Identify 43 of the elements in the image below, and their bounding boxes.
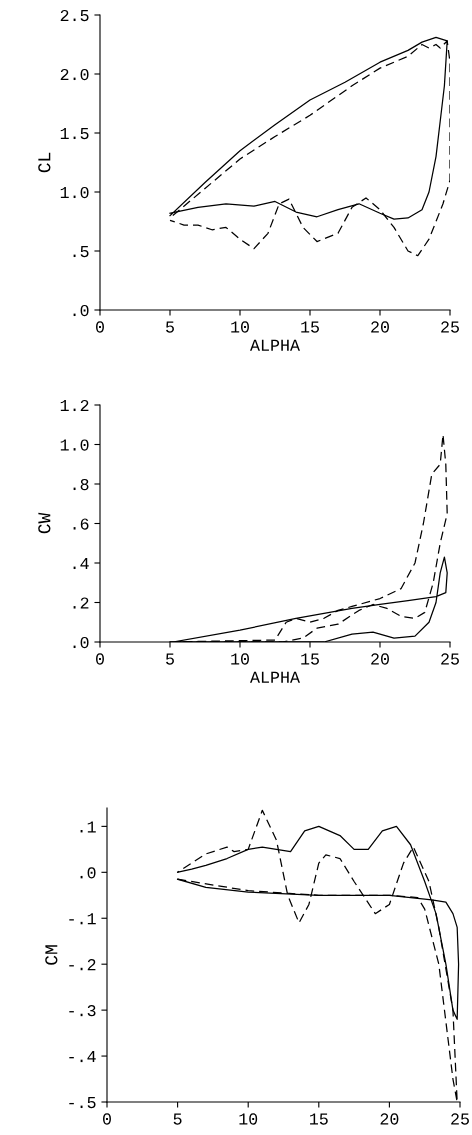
x-tick-label: 0 — [96, 653, 104, 665]
y-tick-label: -.2 — [69, 959, 96, 971]
y-tick-label: .1 — [80, 821, 96, 833]
y-tick-label: 1.0 — [60, 186, 89, 199]
x-tick-label: 15 — [301, 653, 319, 665]
x-tick-label: 25 — [441, 321, 459, 333]
x-tick-label: 15 — [301, 321, 319, 333]
x-tick-label: 25 — [441, 653, 459, 665]
x-tick-label: 20 — [380, 1113, 399, 1125]
y-tick-label: .0 — [73, 304, 89, 317]
y-tick-label: -.5 — [69, 1097, 96, 1109]
y-axis-title: CW — [38, 512, 51, 534]
x-axis-title: ALPHA — [249, 671, 300, 683]
y-tick-label: .0 — [80, 867, 96, 879]
y-axis-title: CL — [38, 152, 51, 173]
x-tick-label: 5 — [166, 321, 174, 333]
y-tick-label: -.4 — [69, 1051, 96, 1063]
x-tick-label: 20 — [371, 321, 389, 333]
x-tick-label: 5 — [173, 1113, 182, 1125]
x-tick-label: 10 — [231, 653, 249, 665]
x-tick-label: 10 — [239, 1113, 258, 1125]
y-tick-label: .6 — [73, 518, 89, 530]
x-tick-label: 20 — [371, 653, 389, 665]
y-tick-label: -.3 — [69, 1005, 96, 1017]
y-tick-label: 1.0 — [60, 439, 89, 451]
y-tick-label: .8 — [73, 478, 89, 491]
x-axis-title: ALPHA — [249, 339, 300, 351]
x-tick-label: 5 — [166, 653, 174, 665]
y-tick-label: 2.5 — [60, 9, 89, 22]
y-axis-title: CM — [45, 945, 58, 965]
y-tick-label: 2.0 — [60, 68, 89, 81]
x-tick-label: 0 — [96, 321, 104, 333]
y-tick-label: .0 — [73, 636, 89, 649]
y-tick-label: .5 — [73, 246, 89, 258]
x-tick-label: 15 — [310, 1113, 328, 1125]
y-tick-label: 1.2 — [60, 399, 89, 412]
y-tick-label: -.1 — [69, 913, 96, 925]
y-tick-label: .2 — [73, 597, 89, 609]
x-tick-label: 25 — [451, 1113, 469, 1125]
y-tick-label: .4 — [73, 558, 89, 570]
x-tick-label: 0 — [103, 1113, 111, 1125]
x-tick-label: 10 — [231, 321, 249, 333]
y-tick-label: 1.5 — [60, 128, 89, 140]
